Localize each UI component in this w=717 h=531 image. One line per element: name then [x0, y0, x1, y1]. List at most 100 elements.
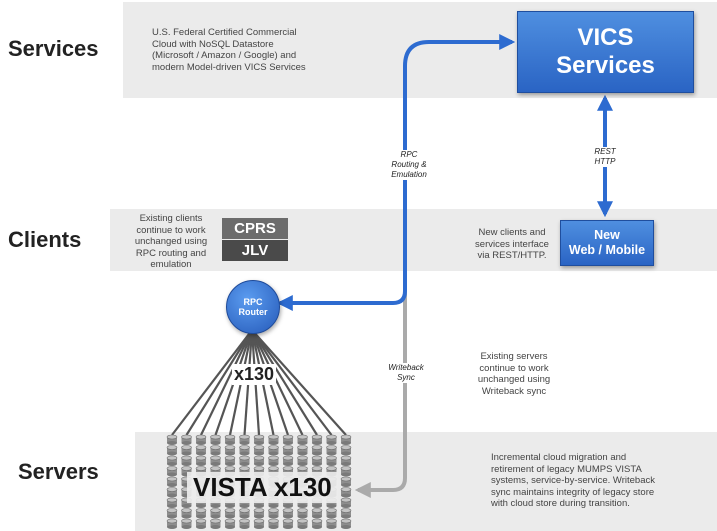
vista-db-icon — [195, 508, 207, 519]
vista-db-icon — [210, 508, 221, 519]
router-fanout-line — [251, 329, 318, 436]
vista-db-icon — [195, 434, 207, 445]
services-note: U.S. Federal Certified Commercial Cloud … — [152, 27, 306, 73]
vista-db-icon — [253, 434, 265, 445]
vista-db-icon — [166, 508, 178, 519]
new-clients-note: New clients and services interface via R… — [475, 227, 549, 261]
vista-db-icon — [268, 455, 279, 466]
vista-db-icon — [181, 445, 192, 456]
existing-clients-note: Existing clients continue to work unchan… — [134, 213, 208, 270]
vista-db-icon — [340, 518, 352, 529]
vista-db-icon — [224, 508, 236, 519]
vista-db-icon — [311, 445, 323, 456]
vista-db-icon — [282, 455, 294, 466]
vista-db-icon — [268, 518, 279, 529]
vista-db-icon — [224, 445, 236, 456]
router-fanout-line — [251, 329, 347, 436]
vista-db-icon — [181, 518, 192, 529]
vista-db-icon — [224, 455, 236, 466]
vista-db-icon — [340, 476, 352, 487]
vista-db-icon — [166, 434, 178, 445]
vista-db-icon — [311, 434, 323, 445]
vista-db-icon — [181, 455, 192, 466]
vista-db-icon — [311, 508, 323, 519]
vista-db-icon — [326, 445, 337, 456]
rpc-routing-label: RPC Routing & Emulation — [384, 150, 434, 180]
cprs-client[interactable]: CPRS — [222, 218, 288, 239]
vista-db-icon — [210, 518, 221, 529]
vista-db-icon — [224, 518, 236, 529]
vista-db-icon — [340, 508, 352, 519]
vista-db-icon — [326, 518, 337, 529]
vista-db-icon — [340, 455, 352, 466]
vista-db-icon — [340, 497, 352, 508]
tier-label-servers: Servers — [18, 459, 99, 484]
jlv-client[interactable]: JLV — [222, 240, 288, 261]
vista-db-icon — [326, 455, 337, 466]
vista-db-icon — [239, 434, 250, 445]
vista-db-icon — [239, 508, 250, 519]
vista-db-icon — [282, 434, 294, 445]
vista-db-icon — [195, 445, 207, 456]
router-fanout-line — [171, 329, 253, 436]
vista-db-icon — [282, 508, 294, 519]
vista-servers-label: VISTA x130 — [187, 472, 338, 503]
vista-db-icon — [253, 445, 265, 456]
vista-db-icon — [253, 455, 265, 466]
vista-db-icon — [340, 487, 352, 498]
vista-db-icon — [297, 455, 308, 466]
vista-db-icon — [311, 455, 323, 466]
vista-db-icon — [166, 497, 178, 508]
vista-db-icon — [195, 518, 207, 529]
existing-servers-note: Existing servers continue to work unchan… — [477, 351, 551, 397]
tier-label-services: Services — [8, 36, 99, 61]
router-fanout-line — [251, 329, 333, 436]
migration-note: Incremental cloud migration and retireme… — [491, 452, 655, 509]
vista-db-icon — [268, 508, 279, 519]
vista-db-icon — [282, 518, 294, 529]
vics-services-node[interactable]: VICS Services — [517, 11, 694, 93]
vista-db-icon — [181, 434, 192, 445]
vista-db-icon — [195, 455, 207, 466]
vista-db-icon — [326, 434, 337, 445]
vista-db-icon — [268, 434, 279, 445]
vista-db-icon — [210, 455, 221, 466]
vista-db-icon — [166, 487, 178, 498]
vista-db-icon — [166, 466, 178, 477]
rpc-router-node[interactable]: RPC Router — [226, 280, 280, 334]
vista-db-icon — [253, 508, 265, 519]
vista-db-icon — [340, 445, 352, 456]
vista-db-icon — [340, 466, 352, 477]
router-fanout-line — [200, 329, 253, 436]
vista-db-icon — [166, 476, 178, 487]
vista-db-icon — [340, 434, 352, 445]
router-fanout-line — [251, 329, 304, 436]
vista-db-icon — [239, 455, 250, 466]
vista-db-icon — [297, 508, 308, 519]
tier-label-clients: Clients — [8, 227, 82, 252]
vista-db-icon — [268, 445, 279, 456]
vista-db-icon — [166, 455, 178, 466]
vista-db-icon — [297, 445, 308, 456]
fanout-count-label: x130 — [232, 364, 277, 385]
router-fanout-line — [185, 329, 253, 436]
vista-db-icon — [282, 445, 294, 456]
vista-db-icon — [224, 434, 236, 445]
vista-db-icon — [297, 434, 308, 445]
vista-db-icon — [166, 445, 178, 456]
writeback-sync-connector — [354, 150, 407, 498]
vista-db-icon — [239, 518, 250, 529]
vista-db-icon — [297, 518, 308, 529]
vista-db-icon — [253, 518, 265, 529]
vista-db-icon — [166, 518, 178, 529]
vista-db-icon — [239, 445, 250, 456]
rest-http-label: REST HTTP — [585, 147, 625, 167]
new-web-mobile-node[interactable]: New Web / Mobile — [560, 220, 654, 266]
vista-db-icon — [181, 508, 192, 519]
writeback-sync-label: Writeback Sync — [382, 363, 430, 383]
new-web-mobile-label: New Web / Mobile — [568, 228, 646, 257]
vista-db-icon — [311, 518, 323, 529]
vista-db-icon — [210, 434, 221, 445]
vics-services-label: VICS Services — [556, 24, 655, 79]
vista-db-icon — [210, 445, 221, 456]
